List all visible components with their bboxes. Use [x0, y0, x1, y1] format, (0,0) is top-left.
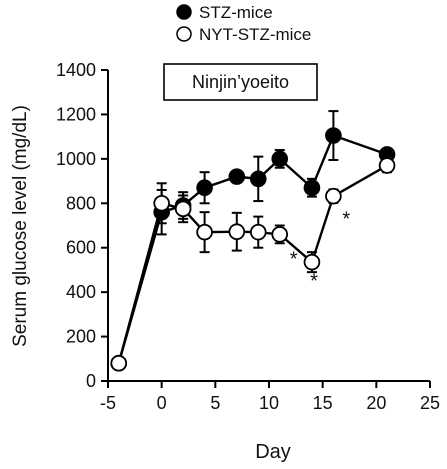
- legend-label-nyt-stz: NYT-STZ-mice: [199, 25, 311, 44]
- data-point-stz: [325, 127, 342, 144]
- data-point-stz: [271, 150, 289, 168]
- data-point-nyt-stz: [174, 200, 192, 218]
- error-bars: [156, 110, 393, 274]
- series-lines: [117, 134, 388, 364]
- data-point-nyt-stz: [325, 187, 342, 205]
- data-point-stz: [303, 179, 321, 197]
- data-points: [110, 127, 396, 372]
- data-point-nyt-stz: [228, 223, 246, 241]
- y-axis-label: Serum glucose level (mg/dL): [10, 105, 31, 347]
- x-tick-label: 5: [210, 393, 220, 413]
- legend-marker-stz: [176, 4, 192, 20]
- data-point-stz: [228, 168, 246, 185]
- data-point-nyt-stz: [303, 253, 321, 271]
- y-tick-label: 600: [66, 238, 96, 258]
- x-axis-label: Day: [255, 441, 291, 463]
- x-tick-label: 20: [366, 393, 386, 413]
- x-tick-label: -5: [100, 393, 116, 413]
- data-point-nyt-stz: [378, 157, 396, 174]
- data-point-stz: [196, 179, 213, 197]
- data-point-nyt-stz: [249, 223, 267, 241]
- data-point-nyt-stz: [271, 226, 289, 243]
- y-tick-label: 1200: [56, 104, 96, 124]
- significance-asterisk: *: [310, 271, 318, 293]
- data-point-nyt-stz: [110, 354, 128, 372]
- series-line-nyt-stz: [117, 164, 388, 364]
- data-point-stz: [249, 170, 267, 188]
- x-tick-label: 10: [259, 393, 279, 413]
- y-tick-label: 200: [66, 327, 96, 347]
- y-tick-label: 800: [66, 193, 96, 213]
- x-tick-label: 15: [313, 393, 333, 413]
- x-tick-label: 0: [157, 393, 167, 413]
- data-point-nyt-stz: [196, 223, 213, 241]
- y-tick-label: 400: [66, 282, 96, 302]
- data-point-nyt-stz: [153, 194, 170, 212]
- chart-title: Ninjin’yoeito: [192, 72, 289, 92]
- significance-annotations: * * *: [290, 209, 351, 293]
- legend-marker-nyt-stz: [176, 26, 192, 42]
- series-line-stz: [117, 134, 388, 364]
- chart-title-box: [163, 63, 318, 101]
- x-tick-label: 25: [420, 393, 440, 413]
- y-tick-label: 1000: [56, 149, 96, 169]
- y-tick-label: 0: [86, 371, 96, 391]
- significance-asterisk: *: [342, 209, 350, 231]
- significance-asterisk: *: [290, 248, 298, 270]
- legend: STZ-mice NYT-STZ-mice: [176, 3, 311, 44]
- y-tick-label: 1400: [56, 60, 96, 80]
- legend-label-stz: STZ-mice: [199, 3, 273, 22]
